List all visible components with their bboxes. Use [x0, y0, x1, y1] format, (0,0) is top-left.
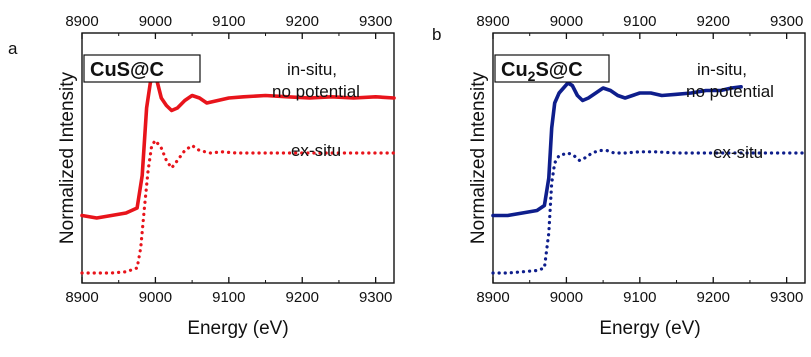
- bottom-tick-label-b-0: 8900: [476, 289, 509, 306]
- series-line-a-in-situ: [80, 73, 396, 220]
- top-tick-label-b-3: 9200: [697, 13, 730, 30]
- top-tick-label-a-1: 9000: [139, 13, 172, 30]
- annotation-in-situ-b: in-situ,: [697, 60, 747, 79]
- series-layer-b: [491, 81, 807, 275]
- chart-title-b: Cu2S@C: [501, 59, 583, 84]
- title-box-a: [83, 54, 201, 83]
- bottom-tick-label-a-1: 9000: [139, 289, 172, 306]
- panel-b: b 8900 9000 9100 9200 9300 8900 9000 9100 9200 9…: [432, 13, 807, 339]
- series-line-b-ex-situ: [491, 148, 807, 275]
- annotation-ex-situ-b: ex-situ: [713, 143, 763, 162]
- series-line-a-ex-situ: [80, 138, 396, 275]
- top-tick-label-b-1: 9000: [550, 13, 583, 30]
- annotation-ex-situ-a: ex-situ: [291, 141, 341, 160]
- series-line-b-in-situ: [491, 81, 743, 218]
- y-axis-label-a: Normalized Intensity: [57, 71, 78, 244]
- bottom-tick-label-b-3: 9200: [697, 289, 730, 306]
- x-axis-label-a: Energy (eV): [187, 318, 288, 339]
- title-box-b: [494, 54, 610, 83]
- bottom-ticks-a: 8900 9000 9100 9200 9300: [65, 277, 392, 306]
- annotation-no-potential-a: no potential: [272, 82, 360, 101]
- y-axis-label-b: Normalized Intensity: [468, 71, 489, 244]
- top-ticks-a: 8900 9000 9100 9200 9300: [65, 13, 392, 39]
- chart-title-b-rest: S@C: [535, 59, 582, 81]
- chart-title-b-main: Cu: [501, 59, 528, 81]
- bottom-tick-label-a-3: 9200: [286, 289, 319, 306]
- top-tick-label-a-4: 9300: [359, 13, 392, 30]
- panel-letter-a: a: [8, 39, 18, 58]
- plot-frame-a: [81, 32, 395, 284]
- bottom-tick-label-b-4: 9300: [770, 289, 803, 306]
- chart-title-a: CuS@C: [90, 59, 164, 81]
- top-tick-label-a-2: 9100: [212, 13, 245, 30]
- annotation-in-situ-a: in-situ,: [287, 60, 337, 79]
- top-tick-label-a-3: 9200: [286, 13, 319, 30]
- x-axis-label-b: Energy (eV): [599, 318, 700, 339]
- top-tick-label-b-4: 9300: [770, 13, 803, 30]
- plot-frame-b: [492, 32, 806, 284]
- panel-letter-b: b: [432, 25, 441, 44]
- series-layer-a: [80, 73, 396, 275]
- bottom-ticks-b: 8900 9000 9100 9200 9300: [476, 277, 803, 306]
- top-ticks-b: 8900 9000 9100 9200 9300: [476, 13, 803, 39]
- top-tick-label-b-0: 8900: [476, 13, 509, 30]
- top-tick-label-a-0: 8900: [65, 13, 98, 30]
- bottom-tick-label-a-0: 8900: [65, 289, 98, 306]
- bottom-tick-label-a-4: 9300: [359, 289, 392, 306]
- top-tick-label-b-2: 9100: [623, 13, 656, 30]
- annotation-no-potential-b: no potential: [686, 82, 774, 101]
- bottom-tick-label-b-1: 9000: [550, 289, 583, 306]
- panel-a: a 8900 9000 9100 9200 9300 8900 9000 9100 9200 9…: [8, 13, 396, 339]
- bottom-tick-label-b-2: 9100: [623, 289, 656, 306]
- chart-title-b-sub: 2: [528, 68, 536, 84]
- bottom-tick-label-a-2: 9100: [212, 289, 245, 306]
